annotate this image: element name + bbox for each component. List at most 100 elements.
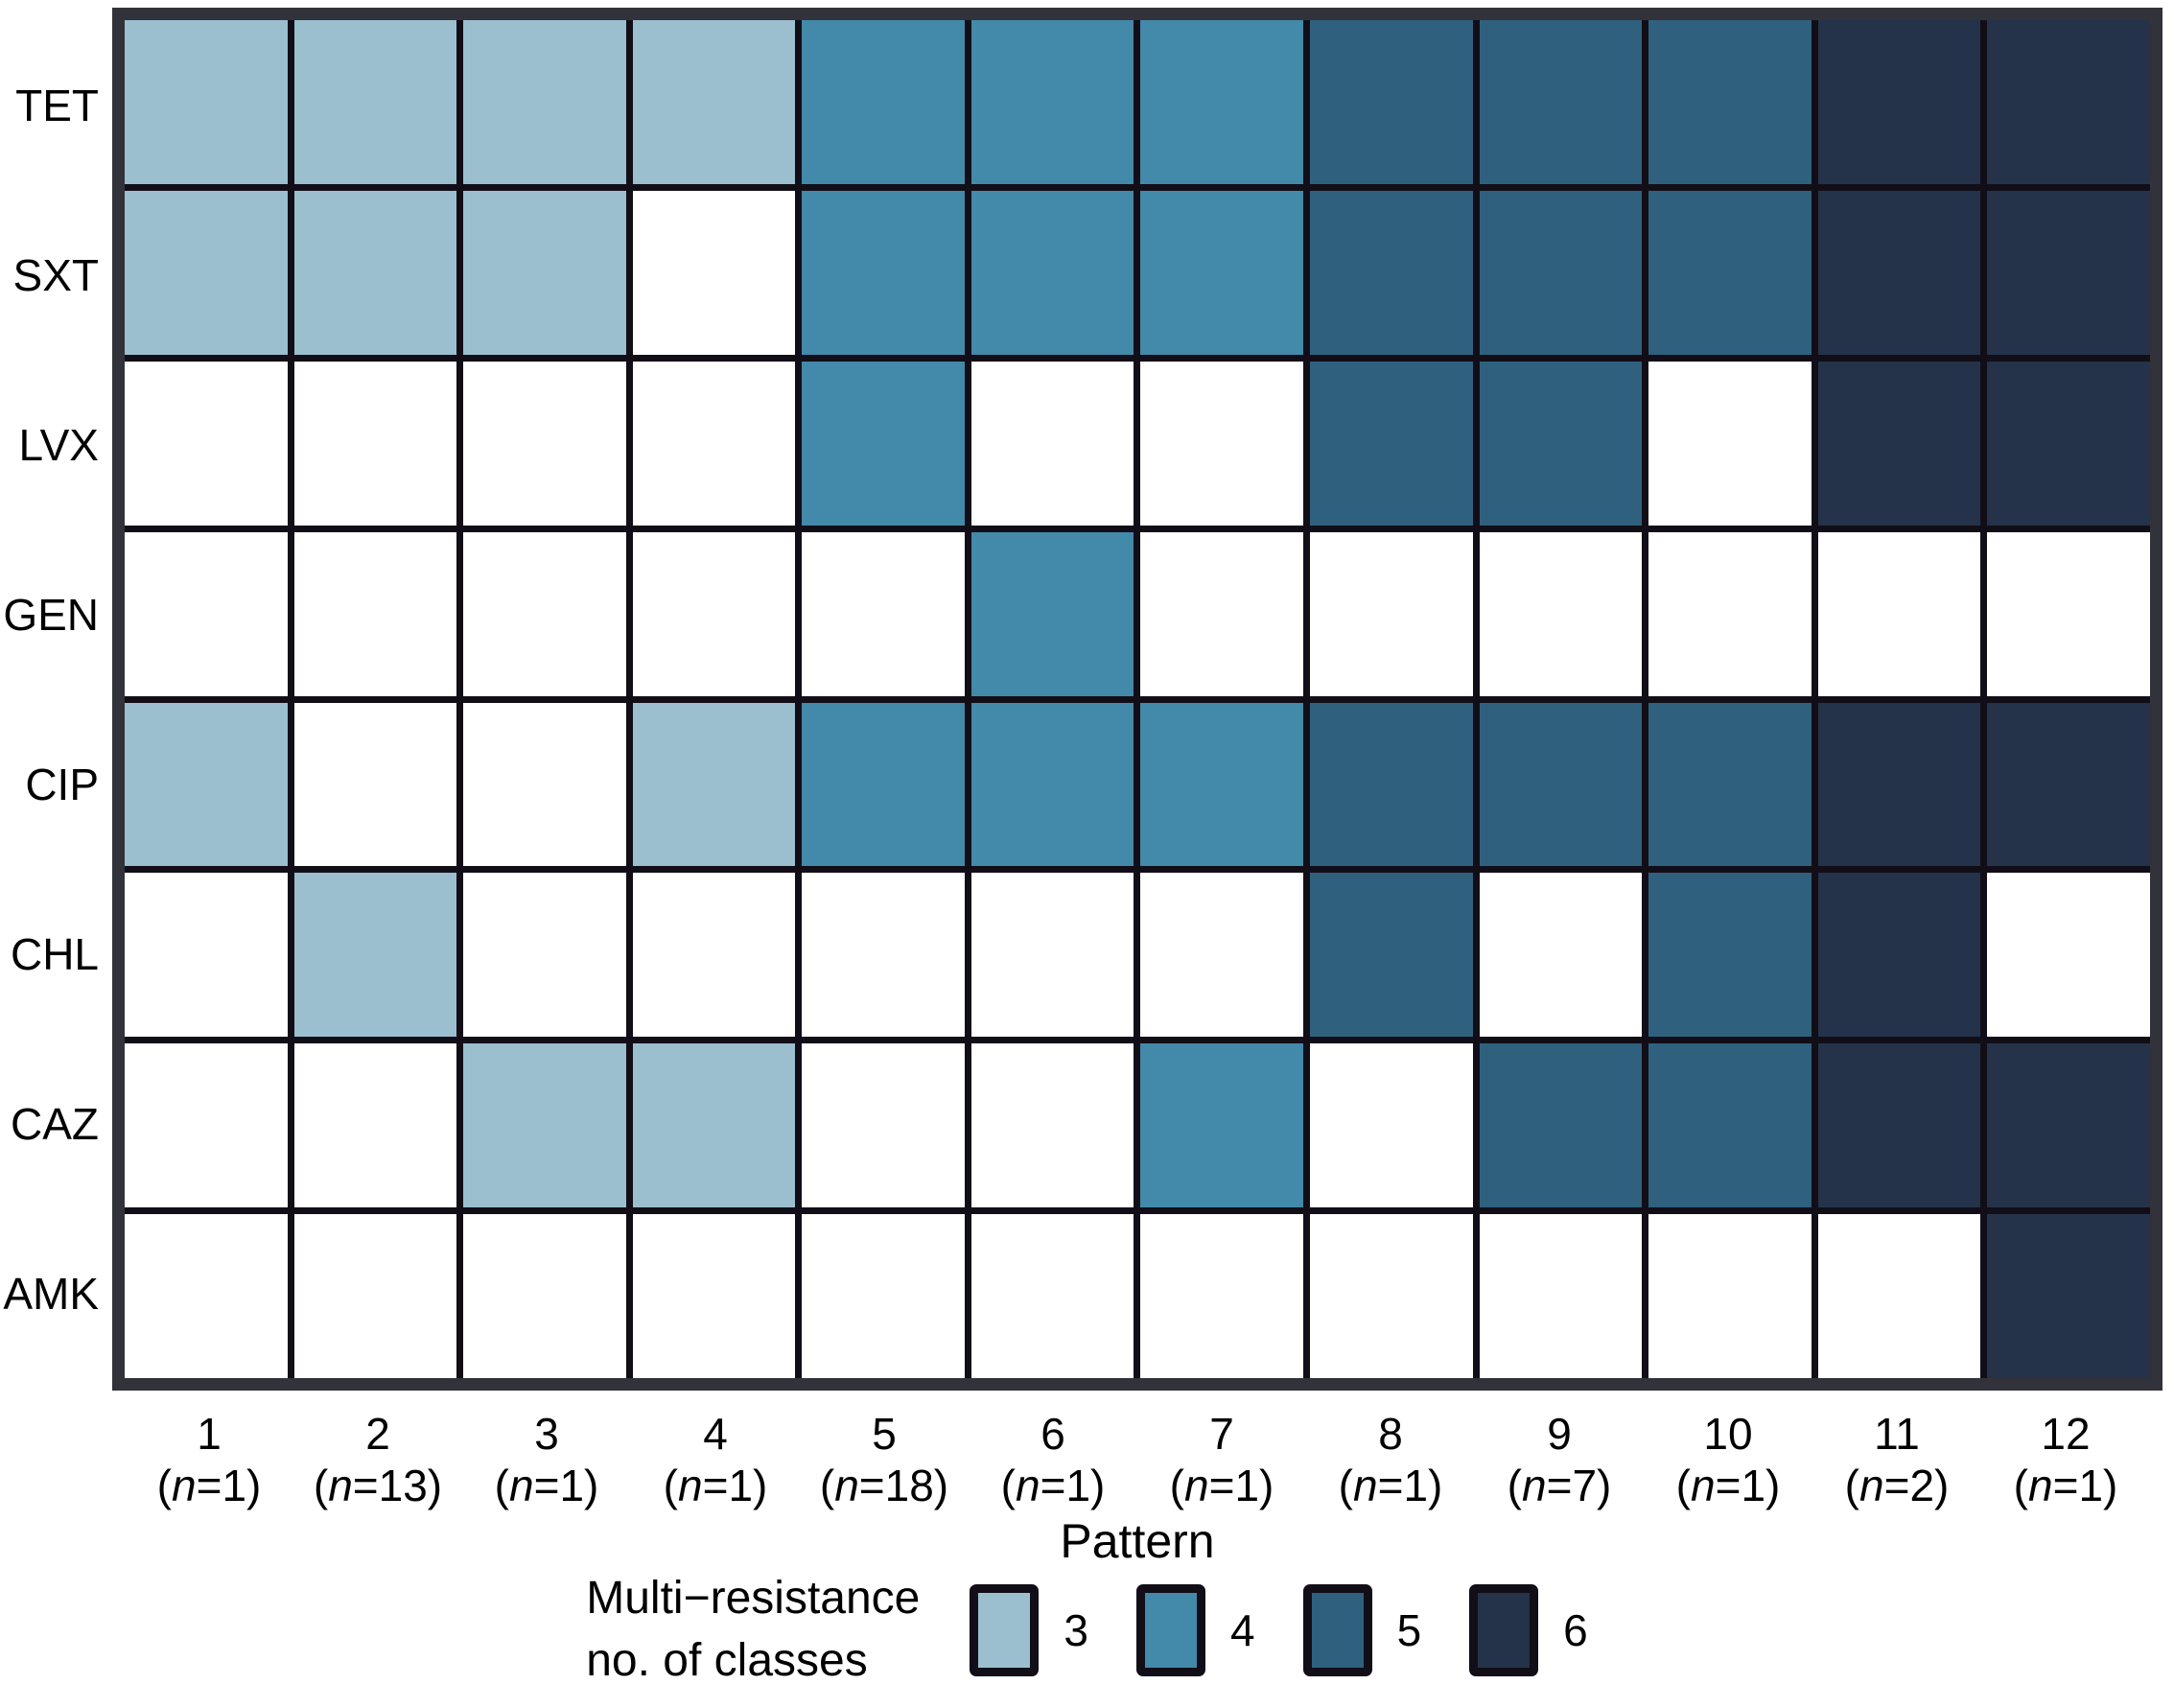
- cell-lvx-p9: [1479, 361, 1643, 526]
- cell-sxt-p11: [1817, 190, 1981, 355]
- cell-chl-p5: [802, 873, 965, 1038]
- cell-caz-p4: [632, 1043, 796, 1208]
- cell-sxt-p4: [632, 190, 796, 355]
- cell-caz-p11: [1817, 1043, 1981, 1208]
- col-label-pattern-11: 11: [1874, 1409, 1920, 1459]
- cell-lvx-p1: [125, 361, 288, 526]
- cell-chl-p12: [1987, 873, 2150, 1038]
- cell-gen-p5: [802, 531, 965, 696]
- cell-caz-p2: [293, 1043, 457, 1208]
- cell-sxt-p9: [1479, 190, 1643, 355]
- col-label-n-12: (n=1): [2013, 1461, 2118, 1511]
- cell-sxt-p6: [970, 190, 1134, 355]
- row-label-cip: CIP: [25, 759, 99, 809]
- cell-amk-p12: [1987, 1214, 2150, 1378]
- cell-sxt-p3: [463, 190, 626, 355]
- col-label-12: 12 (n=1): [1981, 1408, 2150, 1512]
- cell-caz-p1: [125, 1043, 288, 1208]
- cell-gen-p9: [1479, 531, 1643, 696]
- cell-tet-p4: [632, 20, 796, 184]
- cell-gen-p1: [125, 531, 288, 696]
- legend-swatch-3: [970, 1584, 1040, 1676]
- col-label-pattern-2: 2: [365, 1409, 390, 1459]
- col-label-pattern-5: 5: [872, 1409, 897, 1459]
- cell-tet-p6: [970, 20, 1134, 184]
- legend-label-4: 4: [1229, 1605, 1255, 1655]
- col-label-n-11: (n=2): [1844, 1461, 1950, 1511]
- row-label-chl: CHL: [10, 928, 99, 979]
- cell-amk-p2: [293, 1214, 457, 1378]
- cell-lvx-p6: [970, 361, 1134, 526]
- cell-cip-p3: [463, 702, 626, 867]
- cell-gen-p11: [1817, 531, 1981, 696]
- col-label-pattern-4: 4: [703, 1409, 728, 1459]
- cell-lvx-p4: [632, 361, 796, 526]
- col-label-n-2: (n=13): [313, 1461, 443, 1511]
- legend-swatch-5: [1302, 1584, 1372, 1676]
- col-label-n-7: (n=1): [1169, 1461, 1274, 1511]
- cell-cip-p4: [632, 702, 796, 867]
- cell-tet-p11: [1817, 20, 1981, 184]
- cell-cip-p10: [1648, 702, 1812, 867]
- col-label-n-3: (n=1): [494, 1461, 599, 1511]
- col-label-5: 5 (n=18): [800, 1408, 969, 1512]
- cell-gen-p8: [1310, 531, 1473, 696]
- cell-gen-p12: [1987, 531, 2150, 696]
- cell-lvx-p10: [1648, 361, 1812, 526]
- col-label-n-10: (n=1): [1675, 1461, 1781, 1511]
- col-label-1: 1 (n=1): [125, 1408, 293, 1512]
- col-label-7: 7 (n=1): [1137, 1408, 1306, 1512]
- cell-chl-p11: [1817, 873, 1981, 1038]
- legend-item-5: 5: [1302, 1584, 1422, 1676]
- cell-caz-p7: [1140, 1043, 1304, 1208]
- cell-chl-p10: [1648, 873, 1812, 1038]
- cell-cip-p9: [1479, 702, 1643, 867]
- legend-swatch-6: [1469, 1584, 1539, 1676]
- col-label-n-8: (n=1): [1338, 1461, 1443, 1511]
- cell-caz-p12: [1987, 1043, 2150, 1208]
- cell-tet-p3: [463, 20, 626, 184]
- cell-chl-p1: [125, 873, 288, 1038]
- legend: Multi−resistance no. of classes 3 4 5 6: [0, 1558, 2174, 1702]
- cell-caz-p9: [1479, 1043, 1643, 1208]
- cell-cip-p5: [802, 702, 965, 867]
- cell-chl-p7: [1140, 873, 1304, 1038]
- cell-cip-p8: [1310, 702, 1473, 867]
- cell-chl-p3: [463, 873, 626, 1038]
- col-label-2: 2 (n=13): [293, 1408, 462, 1512]
- legend-item-6: 6: [1469, 1584, 1588, 1676]
- col-label-pattern-9: 9: [1547, 1409, 1572, 1459]
- cell-gen-p6: [970, 531, 1134, 696]
- cell-sxt-p2: [293, 190, 457, 355]
- legend-item-4: 4: [1135, 1584, 1255, 1676]
- cell-amk-p11: [1817, 1214, 1981, 1378]
- cell-caz-p6: [970, 1043, 1134, 1208]
- col-label-pattern-7: 7: [1209, 1409, 1234, 1459]
- cell-tet-p7: [1140, 20, 1304, 184]
- cell-lvx-p5: [802, 361, 965, 526]
- cell-amk-p4: [632, 1214, 796, 1378]
- col-label-n-1: (n=1): [156, 1461, 262, 1511]
- row-label-amk: AMK: [3, 1268, 99, 1319]
- cell-tet-p10: [1648, 20, 1812, 184]
- row-label-sxt: SXT: [12, 249, 99, 300]
- col-label-n-5: (n=18): [819, 1461, 949, 1511]
- col-label-10: 10 (n=1): [1644, 1408, 1812, 1512]
- col-label-8: 8 (n=1): [1306, 1408, 1475, 1512]
- cell-amk-p3: [463, 1214, 626, 1378]
- cell-caz-p10: [1648, 1043, 1812, 1208]
- legend-label-5: 5: [1396, 1605, 1422, 1655]
- cell-sxt-p5: [802, 190, 965, 355]
- col-label-pattern-8: 8: [1378, 1409, 1403, 1459]
- cell-lvx-p8: [1310, 361, 1473, 526]
- cell-gen-p3: [463, 531, 626, 696]
- cell-amk-p9: [1479, 1214, 1643, 1378]
- col-label-11: 11 (n=2): [1812, 1408, 1981, 1512]
- cell-chl-p6: [970, 873, 1134, 1038]
- legend-title: Multi−resistance no. of classes: [586, 1568, 920, 1693]
- cell-sxt-p7: [1140, 190, 1304, 355]
- legend-title-line1: Multi−resistance: [586, 1573, 921, 1625]
- cell-amk-p8: [1310, 1214, 1473, 1378]
- cell-chl-p4: [632, 873, 796, 1038]
